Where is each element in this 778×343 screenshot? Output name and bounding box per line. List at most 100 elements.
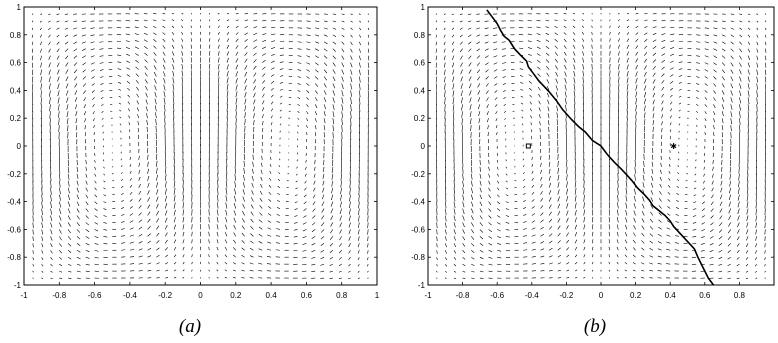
vector-arrow [217,103,219,112]
vector-arrow [485,76,489,80]
vector-arrow-head [70,258,72,260]
vector-arrow-head [339,258,340,260]
vector-arrow [563,32,567,36]
vector-arrow-head [153,58,155,60]
vector-arrow [67,229,71,234]
vector-arrow-head [181,51,183,52]
vector-arrow [117,68,122,70]
vector-arrow-head [254,113,255,114]
vector-arrow [268,206,272,209]
vector-arrow [443,34,446,38]
vector-arrow [252,154,254,160]
vector-arrow-head [32,181,34,183]
vector-arrow [92,90,95,93]
vector-arrow [358,194,360,202]
vector-arrow [83,83,87,87]
vector-arrow-head [87,211,89,212]
vector-arrow [233,203,237,209]
vector-arrow-head [111,145,113,147]
vector-arrow-head [302,230,304,232]
vector-arrow-head [273,60,275,62]
vector-arrow-head [582,32,583,33]
vector-arrow [340,187,342,194]
vector-arrow-head [331,185,333,187]
vector-arrow [270,60,275,63]
vector-arrow [322,187,325,193]
vector-arrow-head [343,80,344,82]
vector-arrow [462,222,465,227]
vector-arrow-head [342,109,344,111]
vector-arrow [129,199,133,202]
vector-arrow [546,79,550,84]
vector-arrow [564,71,567,77]
vector-arrow [445,229,447,235]
vector-arrow [313,180,316,185]
vector-arrow [120,200,124,202]
vector-arrow-head [117,61,119,63]
vector-arrow [253,46,257,49]
vector-arrow [452,69,455,75]
vector-arrow [323,111,326,116]
vector-arrow-head [183,239,185,241]
vector-arrow [315,48,319,51]
x-tick-label: 0 [198,291,203,300]
vector-arrow-head [49,124,51,126]
vector-arrow-head [498,182,500,184]
vector-arrow-head [266,263,268,264]
vector-arrow-head [116,277,117,279]
vector-arrow-head [500,230,501,232]
vector-arrow-head [514,173,515,175]
vector-arrow-head [505,138,507,140]
vector-arrow [531,192,535,195]
vector-arrow [548,169,551,174]
vector-arrow [262,93,265,98]
vector-arrow [40,97,42,105]
vector-arrow [48,20,51,23]
vector-arrow-head [82,71,84,73]
vector-arrow-head [183,269,185,271]
vector-arrow-head [463,186,464,188]
vector-arrow [497,243,501,245]
vector-arrow-head [235,125,237,126]
vector-arrow-head [234,195,235,197]
vector-arrow-head [462,152,463,153]
vector-arrow-head [51,239,53,241]
vector-arrow [65,20,69,23]
vector-arrow-head [216,269,218,271]
vector-arrow-head [128,115,130,117]
vector-arrow [530,115,533,119]
vector-arrow [73,20,78,22]
vector-arrow [56,48,60,52]
vector-arrow [91,62,95,65]
vector-arrow-head [527,13,529,15]
vector-arrow [339,222,342,227]
vector-arrow-head [61,239,62,241]
vector-arrow-head [148,182,150,184]
vector-arrow [226,111,228,119]
vector-arrow-head [304,189,305,191]
vector-arrow-head [522,145,524,147]
vector-arrow-head [301,34,302,36]
vector-arrow [94,236,99,238]
vector-arrow-head [48,21,49,23]
vector-arrow-head [282,82,283,83]
vector-arrow-head [167,262,168,263]
vector-arrow [563,39,567,42]
vector-arrow-head [242,182,244,183]
vector-arrow-head [358,174,360,175]
vector-arrow [67,201,71,207]
vector-arrow [470,201,474,207]
vector-arrow-head [496,141,498,142]
vector-arrow [41,208,43,215]
vector-arrow [476,48,481,52]
vector-arrow [58,118,60,125]
vector-arrow [341,83,344,89]
vector-arrow-head [75,122,77,124]
vector-arrow [59,256,62,260]
vector-arrow-head [157,203,159,205]
vector-arrow [443,48,446,53]
vector-arrow [250,240,254,244]
vector-arrow [129,178,132,181]
vector-arrow [566,188,568,195]
vector-arrow [67,194,70,200]
